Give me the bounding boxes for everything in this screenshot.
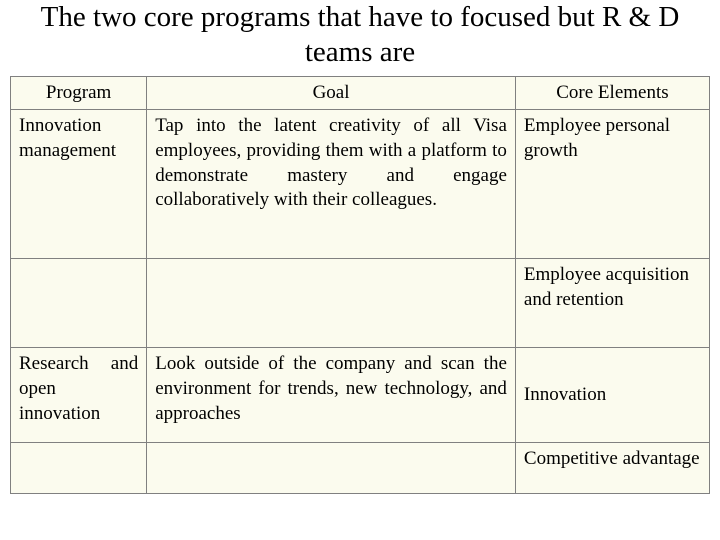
cell-program: Research and open innovation	[11, 348, 147, 443]
cell-goal	[147, 443, 516, 494]
page-title: The two core programs that have to focus…	[0, 0, 720, 70]
cell-core: Competitive advantage	[515, 443, 709, 494]
cell-program	[11, 443, 147, 494]
cell-goal: Look outside of the company and scan the…	[147, 348, 516, 443]
cell-goal: Tap into the latent creativity of all Vi…	[147, 110, 516, 259]
cell-core: Innovation	[515, 348, 709, 443]
cell-program	[11, 259, 147, 348]
cell-core: Employee acquisition and retention	[515, 259, 709, 348]
cell-goal	[147, 259, 516, 348]
table-row: Employee acquisition and retention	[11, 259, 710, 348]
table-row: Innovation management Tap into the laten…	[11, 110, 710, 259]
cell-core: Employee personal growth	[515, 110, 709, 259]
header-core: Core Elements	[515, 76, 709, 110]
table-header-row: Program Goal Core Elements	[11, 76, 710, 110]
table-row: Research and open innovation Look outsid…	[11, 348, 710, 443]
header-program: Program	[11, 76, 147, 110]
cell-program: Innovation management	[11, 110, 147, 259]
programs-table: Program Goal Core Elements Innovation ma…	[10, 76, 710, 495]
header-goal: Goal	[147, 76, 516, 110]
table-row: Competitive advantage	[11, 443, 710, 494]
